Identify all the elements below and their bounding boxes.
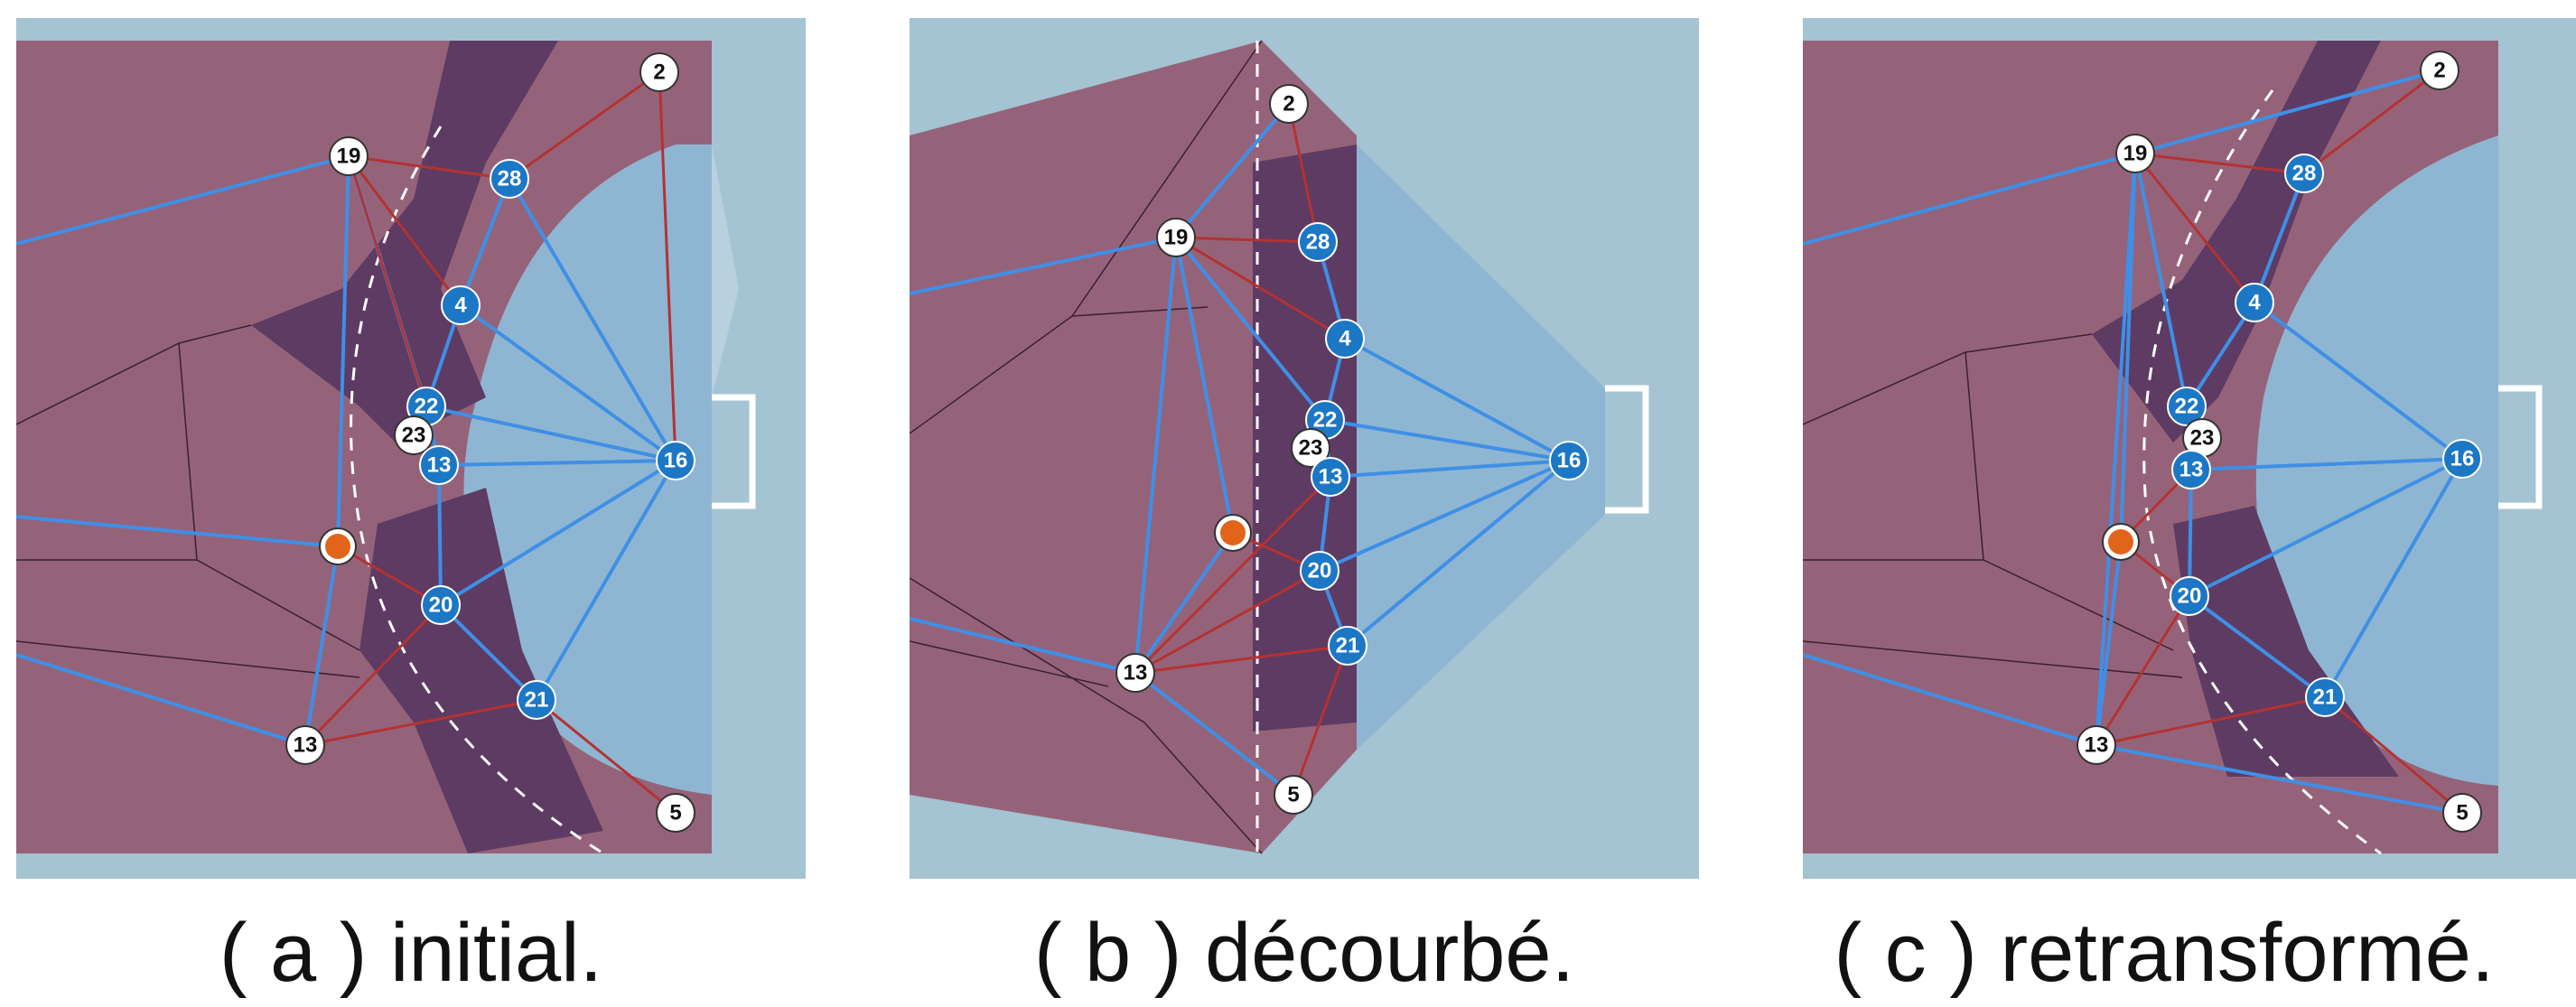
attacker-node-23: 23 — [1291, 428, 1330, 468]
panel-retransformed: 2 19 28 4 22 23 13 16 20 21 13 5 — [1803, 18, 2576, 879]
player-nodes: 2 19 28 4 22 23 13 16 20 21 13 5 — [2077, 51, 2482, 833]
red-edges — [1134, 103, 1349, 796]
defender-node-16: 16 — [1549, 441, 1589, 480]
penalty-arc — [2142, 89, 2382, 855]
svg-text:5: 5 — [2456, 801, 2468, 825]
attacker-node-19: 19 — [2115, 134, 2155, 173]
player-nodes: 2 19 28 4 22 23 13 16 20 21 13 5 — [285, 52, 695, 833]
attacker-node-19: 19 — [1156, 218, 1196, 257]
svg-text:28: 28 — [2292, 162, 2317, 186]
defender-node-22: 22 — [406, 387, 446, 426]
defender-node-4: 4 — [2235, 283, 2274, 322]
svg-text:16: 16 — [664, 449, 688, 473]
attacker-node-13: 13 — [1115, 653, 1155, 693]
svg-text:22: 22 — [415, 395, 439, 419]
caption-uncurved: ( b ) décourbé. — [1033, 907, 1575, 999]
svg-text:23: 23 — [2190, 426, 2215, 451]
svg-text:13: 13 — [2179, 458, 2204, 482]
ball — [319, 527, 357, 565]
svg-text:4: 4 — [2248, 291, 2261, 315]
svg-text:20: 20 — [1308, 559, 1332, 583]
attacker-node-5: 5 — [2442, 793, 2482, 833]
svg-text:4: 4 — [454, 294, 467, 318]
panel-uncurved-graphic: 2 19 28 4 22 23 13 16 20 21 13 5 — [910, 18, 1699, 879]
svg-text:5: 5 — [669, 801, 681, 825]
defender-node-13: 13 — [2171, 450, 2211, 490]
defender-node-16: 16 — [656, 441, 695, 480]
caption-initial: ( a ) initial. — [219, 907, 603, 999]
svg-text:19: 19 — [2123, 142, 2148, 166]
attacker-node-5: 5 — [656, 793, 695, 833]
svg-text:2: 2 — [1283, 92, 1294, 117]
voronoi-lines — [910, 40, 1263, 854]
penalty-arc — [350, 126, 604, 855]
attacker-node-2: 2 — [1269, 84, 1309, 124]
defender-node-16: 16 — [2442, 439, 2482, 479]
defender-node-22: 22 — [2167, 387, 2207, 426]
svg-text:2: 2 — [2433, 59, 2445, 83]
attacker-node-19: 19 — [329, 136, 369, 176]
attacker-node-2: 2 — [2420, 51, 2459, 90]
voronoi-lines — [16, 324, 360, 678]
attacker-node-23: 23 — [394, 415, 434, 455]
attacker-node-13: 13 — [285, 725, 325, 765]
svg-text:21: 21 — [525, 688, 549, 713]
svg-text:23: 23 — [1299, 436, 1323, 461]
defender-node-20: 20 — [2170, 576, 2209, 616]
svg-text:19: 19 — [1164, 226, 1189, 250]
goal-mouth — [1605, 385, 1649, 514]
svg-text:21: 21 — [2313, 685, 2338, 710]
ball — [1214, 514, 1252, 552]
attacker-node-2: 2 — [639, 52, 679, 92]
defense-cell-region — [463, 145, 739, 795]
svg-text:20: 20 — [429, 593, 453, 618]
defender-node-21: 21 — [1328, 626, 1367, 666]
svg-text:5: 5 — [1287, 783, 1299, 807]
svg-text:13: 13 — [2085, 733, 2109, 758]
goal-mouth — [2498, 385, 2543, 509]
defender-node-4: 4 — [1325, 319, 1365, 359]
svg-text:13: 13 — [427, 453, 452, 478]
defender-node-4: 4 — [441, 285, 481, 325]
defender-node-20: 20 — [421, 585, 461, 625]
panel-retransformed-graphic: 2 19 28 4 22 23 13 16 20 21 13 5 — [1803, 18, 2576, 879]
svg-text:16: 16 — [2450, 447, 2475, 471]
svg-text:22: 22 — [2175, 395, 2199, 419]
defender-node-21: 21 — [2305, 677, 2345, 717]
panel-initial-graphic: 2 19 28 4 22 23 13 16 20 21 13 5 — [16, 18, 806, 879]
player-nodes: 2 19 28 4 22 23 13 16 20 21 13 5 — [1115, 84, 1589, 815]
defender-node-28: 28 — [2284, 154, 2324, 193]
svg-text:13: 13 — [1124, 661, 1148, 685]
attacker-node-5: 5 — [1274, 775, 1313, 815]
defender-node-13: 13 — [1311, 457, 1350, 497]
svg-text:23: 23 — [402, 424, 426, 448]
goal-mouth — [712, 394, 756, 509]
defender-node-28: 28 — [1298, 222, 1338, 262]
svg-text:28: 28 — [498, 167, 522, 191]
attack-region — [910, 41, 1357, 853]
defender-node-28: 28 — [490, 159, 529, 199]
dark-overlap-region — [251, 41, 603, 853]
defender-node-21: 21 — [517, 680, 556, 720]
svg-text:4: 4 — [1339, 327, 1351, 351]
svg-text:13: 13 — [1319, 465, 1343, 490]
svg-text:22: 22 — [1313, 408, 1338, 433]
defender-node-20: 20 — [1300, 551, 1339, 591]
panel-uncurved: 2 19 28 4 22 23 13 16 20 21 13 5 — [910, 18, 1699, 879]
defender-node-13: 13 — [419, 445, 459, 485]
ball — [2102, 523, 2140, 561]
svg-text:20: 20 — [2178, 584, 2202, 609]
attacker-node-13: 13 — [2077, 725, 2116, 765]
caption-retransformed: ( c ) retransformé. — [1834, 907, 2495, 999]
svg-text:28: 28 — [1306, 230, 1330, 255]
svg-text:13: 13 — [294, 733, 318, 758]
svg-text:16: 16 — [1557, 449, 1582, 473]
svg-text:21: 21 — [1336, 634, 1360, 658]
panel-initial: 2 19 28 4 22 23 13 16 20 21 13 5 — [16, 18, 806, 879]
svg-text:19: 19 — [337, 145, 361, 169]
svg-text:2: 2 — [653, 61, 665, 85]
